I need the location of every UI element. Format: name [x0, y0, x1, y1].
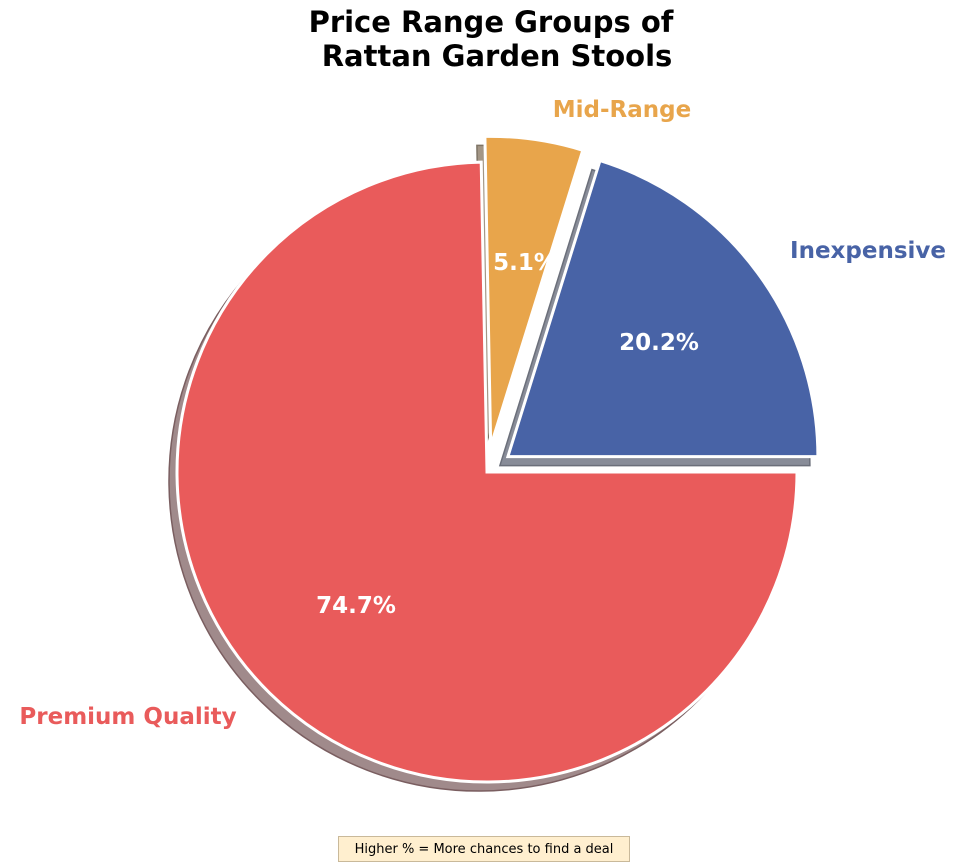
chart-title-line-2: Rattan Garden Stools: [322, 39, 673, 73]
category-label-inexpensive: Inexpensive: [790, 238, 946, 264]
percent-label-inexpensive: 20.2%: [619, 330, 699, 356]
pie-chart: Price Range Groups of Rattan Garden Stoo…: [19, 5, 946, 792]
percent-label-mid-range: 5.1%: [493, 250, 557, 276]
category-label-mid-range: Mid-Range: [553, 97, 691, 123]
annotation-box: Higher % = More chances to find a deal: [338, 836, 630, 862]
wedge-mid-range: [483, 134, 585, 447]
wedge-inexpensive: [505, 158, 820, 459]
percent-label-premium-quality: 74.7%: [316, 593, 396, 619]
wedge-premium-quality: [175, 160, 799, 784]
wedge-labels: Inexpensive 20.2% Mid-Range 5.1% Premium Qua…: [19, 97, 946, 730]
chart-title-line-1: Price Range Groups of: [309, 5, 674, 39]
wedges: [175, 134, 820, 784]
category-label-premium-quality: Premium Quality: [19, 704, 236, 730]
